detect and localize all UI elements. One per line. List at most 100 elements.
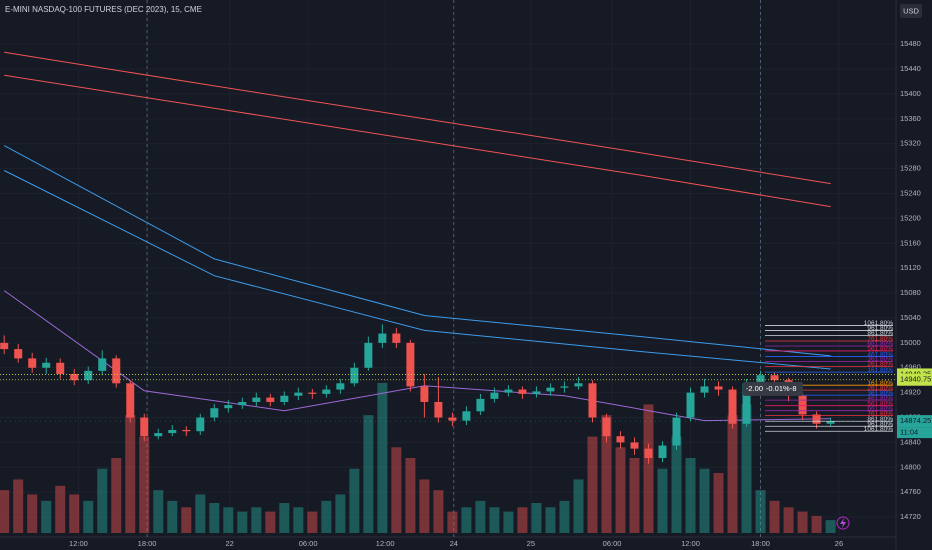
countdown: 11:04	[900, 428, 918, 437]
candle-body	[742, 383, 751, 424]
candle-body	[700, 386, 709, 393]
volume-bar	[741, 404, 752, 533]
volume-bar	[69, 494, 80, 533]
candle-body	[406, 342, 415, 387]
candle-body	[448, 417, 457, 421]
alert-bolt	[840, 518, 846, 528]
candle-body	[70, 373, 79, 381]
candle-body	[546, 387, 555, 392]
fib-label: 561.80%	[867, 400, 893, 407]
candle-body	[168, 429, 177, 434]
volume-bar	[699, 468, 710, 533]
volume-bar	[0, 490, 10, 533]
candle-body	[476, 398, 485, 412]
volume-bar	[615, 447, 626, 533]
fib-label: 661.80%	[867, 405, 893, 412]
fib-label: 1061.80%	[864, 426, 893, 433]
candle-body	[210, 408, 219, 418]
fib-label: 861.80%	[867, 330, 893, 337]
y-tick-label: 15160	[900, 238, 921, 247]
volume-bar	[461, 507, 472, 533]
y-tick-label: 15400	[900, 89, 921, 98]
currency[interactable]: USD	[903, 6, 919, 15]
candle-body	[378, 333, 387, 343]
volume-bar	[111, 458, 122, 533]
price-tag-label: 14874.25	[900, 416, 931, 425]
candle-body	[826, 421, 835, 424]
x-tick-label: 26	[835, 539, 843, 548]
volume-bar	[629, 458, 640, 533]
measure-text: -8	[790, 384, 797, 393]
y-tick-label: 15200	[900, 213, 921, 222]
candle-body	[658, 445, 667, 458]
fib-label: 361.80%	[867, 390, 893, 397]
volume-bar	[265, 511, 276, 533]
volume-bar	[573, 479, 584, 533]
y-tick-label: 14800	[900, 462, 921, 471]
candle-body	[98, 358, 107, 371]
volume-bar	[293, 507, 304, 533]
candle-body	[714, 386, 723, 390]
fib-label: 261.80%	[867, 385, 893, 392]
volume-bar	[643, 404, 654, 533]
fib-label: 861.80%	[867, 416, 893, 423]
candle-body	[644, 448, 653, 458]
fib-label: 161.80%	[867, 367, 893, 374]
y-tick-label: 15320	[900, 139, 921, 148]
y-tick-label: 14720	[900, 512, 921, 521]
volume-bar	[125, 415, 136, 533]
candle-body	[462, 411, 471, 421]
volume-bar	[13, 479, 24, 533]
candle-body	[602, 417, 611, 437]
volume-bar	[237, 511, 248, 533]
volume-bar	[27, 494, 38, 533]
volume-bar	[601, 415, 612, 533]
y-tick-label: 15080	[900, 288, 921, 297]
volume-bar	[713, 473, 724, 533]
volume-bar	[587, 436, 598, 533]
volume-bar	[321, 500, 332, 533]
x-tick-label: 22	[226, 539, 234, 548]
volume-bar	[391, 447, 402, 533]
candle-body	[182, 429, 191, 432]
alert-icon[interactable]	[836, 516, 850, 530]
candle-body	[56, 362, 65, 374]
y-tick-label: 14760	[900, 487, 921, 496]
volume-bar	[433, 490, 444, 533]
y-tick-label: 15480	[900, 39, 921, 48]
countdown-tag	[897, 427, 932, 439]
fib-label: 461.80%	[867, 351, 893, 358]
currency-button[interactable]	[900, 4, 922, 18]
volume-bar	[251, 507, 262, 533]
fib-label: 661.80%	[867, 341, 893, 348]
volume-bar	[181, 507, 192, 533]
volume-bar	[825, 520, 836, 533]
candle-body	[126, 383, 135, 418]
volume-bar	[41, 500, 52, 533]
candle-body	[294, 392, 303, 396]
volume-bar	[559, 500, 570, 533]
volume-bar	[363, 415, 374, 533]
candle-body	[112, 358, 121, 384]
volume-bar	[531, 503, 542, 533]
candle-body	[308, 392, 317, 394]
volume-bar	[517, 507, 528, 533]
x-tick-label: 12:00	[376, 539, 395, 548]
x-tick-label: 25	[527, 539, 535, 548]
x-tick-label: 18:00	[751, 539, 770, 548]
volume-bar	[769, 500, 780, 533]
candle-body	[434, 401, 443, 418]
candle-body	[350, 367, 359, 384]
fib-label: 261.80%	[867, 361, 893, 368]
measure-box	[742, 381, 803, 396]
candle-body	[364, 342, 373, 368]
y-tick-label: 14840	[900, 437, 921, 446]
candle-body	[490, 392, 499, 399]
candle-body	[518, 389, 527, 394]
volume-bar	[97, 468, 108, 533]
volume-bar	[545, 507, 556, 533]
volume-bar	[55, 485, 66, 533]
